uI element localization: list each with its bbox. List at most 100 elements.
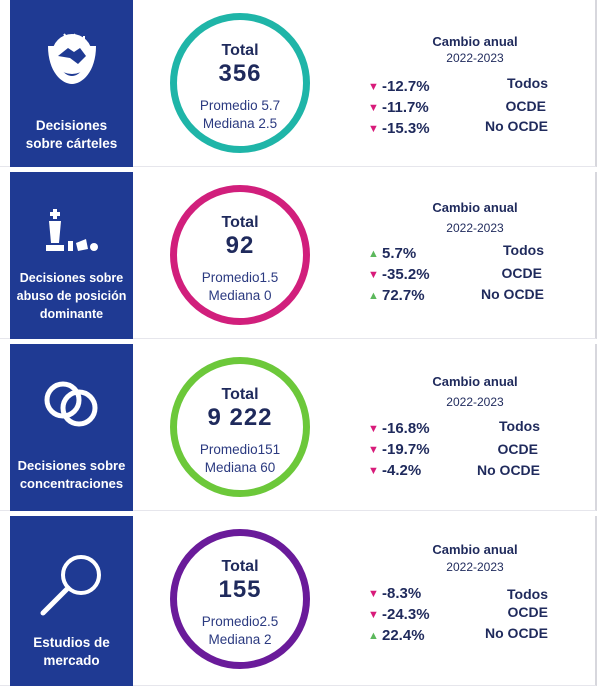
change-title: Cambio anual xyxy=(432,34,518,49)
change-value: ▼ -15.3% xyxy=(368,120,458,137)
promedio-value: 151 xyxy=(257,442,281,457)
promedio-stat: Promedio 5.7 xyxy=(191,98,289,113)
change-arrow-icon: ▼ xyxy=(368,269,379,281)
change-arrow-icon: ▼ xyxy=(368,444,379,456)
promedio-label: Promedio xyxy=(199,98,258,113)
change-value: ▼ -16.8% xyxy=(368,420,458,437)
change-value: ▼ -8.3% xyxy=(368,585,458,602)
change-title: Cambio anual xyxy=(432,542,518,557)
mediana-label: Mediana xyxy=(208,288,261,303)
change-arrow-icon: ▼ xyxy=(368,81,379,93)
category-label-line: sobre cárteles xyxy=(25,136,118,151)
change-value: ▼ -12.7% xyxy=(368,78,458,95)
change-percent: -15.3% xyxy=(382,120,430,137)
mediana-stat: Mediana 60 xyxy=(191,460,289,475)
interlocking-rings-icon xyxy=(10,372,133,436)
change-arrow-icon: ▲ xyxy=(368,630,379,642)
category-tile: Decisiones sobre concentraciones xyxy=(10,344,133,511)
category-tile: Estudios de mercado xyxy=(10,516,133,686)
total-ring: Total 155 Promedio2.5 Mediana 2 xyxy=(170,529,310,669)
promedio-label: Promedio xyxy=(201,614,260,629)
mediana-value: 2.5 xyxy=(258,116,278,131)
category-label-line: Decisiones sobre xyxy=(17,458,126,473)
change-arrow-icon: ▼ xyxy=(368,123,379,135)
change-group: Todos xyxy=(503,242,544,258)
category-label: Estudios de mercado xyxy=(14,634,129,670)
mediana-label: Mediana xyxy=(208,632,261,647)
change-value: ▼ -24.3% xyxy=(368,606,458,623)
category-tile: Decisiones sobre abuso de posición domin… xyxy=(10,172,133,339)
total-label: Total xyxy=(221,214,259,231)
change-group: Todos xyxy=(507,75,548,91)
promedio-label: Promedio xyxy=(199,442,258,457)
magnifier-icon xyxy=(10,554,133,618)
change-value: ▼ -35.2% xyxy=(368,266,458,283)
total-ring: Total 9 222 Promedio151 Mediana 60 xyxy=(170,357,310,497)
change-percent: -19.7% xyxy=(382,441,430,458)
change-group: OCDE xyxy=(505,98,546,114)
change-value: ▼ -19.7% xyxy=(368,441,458,458)
change-value: ▲ 5.7% xyxy=(368,245,458,262)
change-value: ▼ -4.2% xyxy=(368,462,458,479)
category-tile: Decisiones sobre cárteles xyxy=(10,0,133,167)
change-arrow-icon: ▼ xyxy=(368,465,379,477)
category-label-line: concentraciones xyxy=(19,476,124,491)
change-group: No OCDE xyxy=(485,118,548,134)
change-percent: 22.4% xyxy=(382,627,425,644)
change-group: OCDE xyxy=(497,441,538,457)
change-value: ▼ -11.7% xyxy=(368,99,458,116)
stat-row-concentraciones: Decisiones sobre concentraciones Total 9… xyxy=(0,344,597,511)
category-label-line: Decisiones sobre xyxy=(19,271,124,285)
category-label-line: mercado xyxy=(43,653,100,668)
change-percent: -35.2% xyxy=(382,266,430,283)
mediana-stat: Mediana 2.5 xyxy=(191,116,289,131)
total-value: 9 222 xyxy=(207,404,273,431)
change-percent: -11.7% xyxy=(382,99,429,116)
change-period: 2022-2023 xyxy=(446,221,504,235)
change-percent: -24.3% xyxy=(382,606,430,623)
change-percent: -8.3% xyxy=(382,585,422,602)
total-ring: Total 356 Promedio 5.7 Mediana 2.5 xyxy=(170,13,310,153)
total-ring: Total 92 Promedio1.5 Mediana 0 xyxy=(170,185,310,325)
change-arrow-icon: ▼ xyxy=(368,609,379,621)
change-arrow-icon: ▼ xyxy=(368,102,379,114)
change-group: Todos xyxy=(499,418,540,434)
change-group: No OCDE xyxy=(477,462,540,478)
change-arrow-icon: ▼ xyxy=(368,588,379,600)
change-percent: -16.8% xyxy=(382,420,430,437)
category-label: Decisiones sobre concentraciones xyxy=(14,457,129,493)
change-arrow-icon: ▲ xyxy=(368,290,379,302)
change-arrow-icon: ▼ xyxy=(368,423,379,435)
mediana-value: 0 xyxy=(264,288,272,303)
total-label: Total xyxy=(221,386,259,403)
stat-row-abuso: Decisiones sobre abuso de posición domin… xyxy=(0,172,597,339)
chess-king-icon xyxy=(10,200,133,264)
change-period: 2022-2023 xyxy=(446,395,504,409)
category-label-line: Decisiones xyxy=(35,118,108,133)
change-percent: 5.7% xyxy=(382,245,417,262)
change-period: 2022-2023 xyxy=(446,560,504,574)
stat-row-estudios: Estudios de mercado Total 155 Promedio2.… xyxy=(0,516,597,686)
category-label-line: Estudios de xyxy=(33,635,110,650)
mediana-label: Mediana xyxy=(204,460,257,475)
mediana-label: Mediana xyxy=(202,116,255,131)
promedio-value: 5.7 xyxy=(261,98,281,113)
stat-row-carteles: Decisiones sobre cárteles Total 356 Prom… xyxy=(0,0,597,167)
change-title: Cambio anual xyxy=(432,374,518,389)
category-label-line: dominante xyxy=(39,307,104,321)
handshake-icon xyxy=(10,26,133,90)
promedio-label: Promedio xyxy=(201,270,260,285)
change-arrow-icon: ▲ xyxy=(368,248,379,260)
promedio-stat: Promedio151 xyxy=(191,442,289,457)
change-value: ▲ 22.4% xyxy=(368,627,458,644)
change-percent: -4.2% xyxy=(382,462,422,479)
total-value: 356 xyxy=(218,60,262,87)
change-period: 2022-2023 xyxy=(446,51,504,65)
category-label: Decisiones sobre abuso de posición domin… xyxy=(14,269,129,323)
change-group: No OCDE xyxy=(481,286,544,302)
change-value: ▲ 72.7% xyxy=(368,287,458,304)
change-title: Cambio anual xyxy=(432,200,518,215)
mediana-stat: Mediana 0 xyxy=(191,288,289,303)
total-value: 155 xyxy=(218,576,262,603)
category-label: Decisiones sobre cárteles xyxy=(14,117,129,153)
